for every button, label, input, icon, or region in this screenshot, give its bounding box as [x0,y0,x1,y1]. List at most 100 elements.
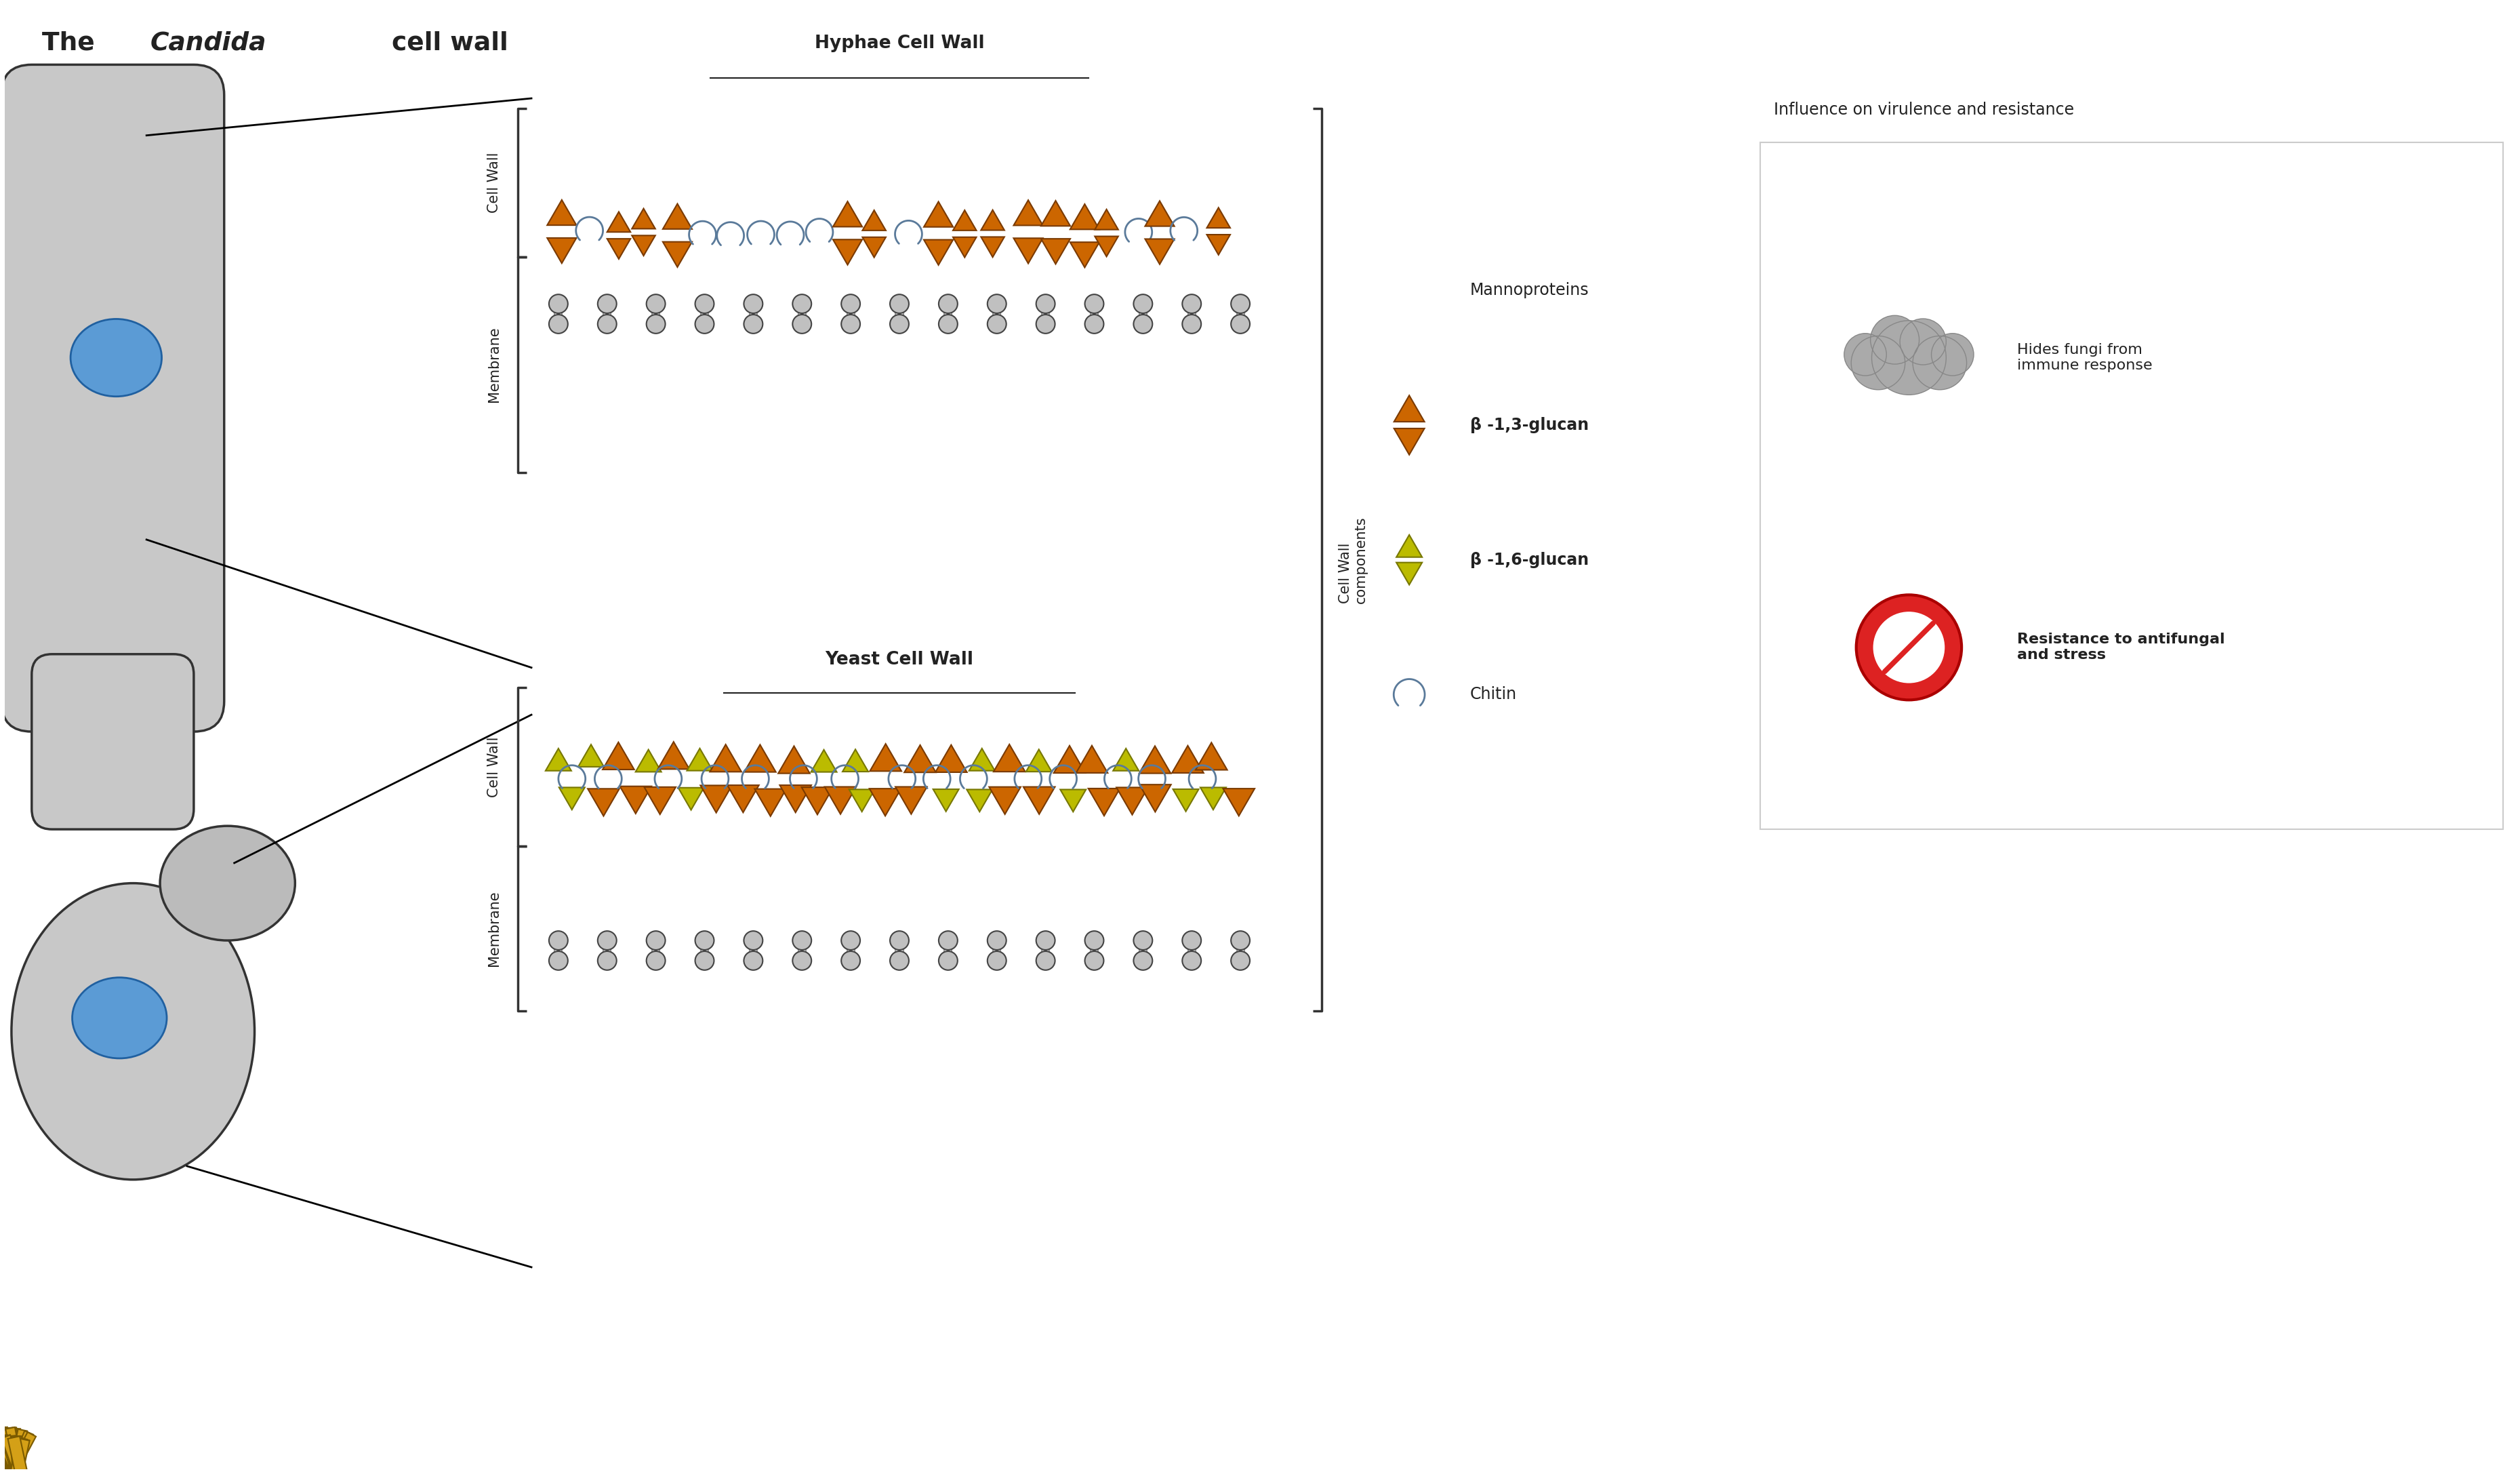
Circle shape [696,932,713,949]
Polygon shape [711,744,741,772]
Circle shape [988,314,1005,333]
Circle shape [648,295,665,314]
Circle shape [1036,295,1056,314]
Polygon shape [779,746,809,774]
Circle shape [842,314,859,333]
Circle shape [597,314,617,333]
Polygon shape [1194,743,1227,769]
Polygon shape [953,237,975,258]
Polygon shape [1013,239,1043,264]
Circle shape [791,295,811,314]
Text: Chitin: Chitin [1469,687,1517,703]
Bar [13,1436,23,1474]
Circle shape [890,932,910,949]
Polygon shape [980,209,1005,230]
Polygon shape [663,242,693,267]
Polygon shape [1023,787,1056,814]
Circle shape [937,314,958,333]
Bar [0,1436,20,1474]
Circle shape [648,932,665,949]
Circle shape [549,932,567,949]
Polygon shape [544,749,572,771]
Polygon shape [607,212,630,231]
Polygon shape [935,744,968,772]
Circle shape [1084,932,1104,949]
Polygon shape [1139,746,1172,774]
Bar [0,1431,33,1474]
Circle shape [1084,951,1104,970]
Polygon shape [970,749,995,771]
Ellipse shape [13,883,255,1179]
Circle shape [1182,951,1202,970]
Polygon shape [678,787,703,809]
Polygon shape [1053,746,1086,772]
Text: Candida: Candida [149,31,267,56]
Bar [5,1430,25,1474]
Polygon shape [1207,234,1230,255]
Polygon shape [801,787,834,815]
Circle shape [1930,333,1973,376]
Text: β -1,6-glucan: β -1,6-glucan [1469,551,1588,567]
Bar [0,1436,25,1474]
Polygon shape [862,237,887,258]
Polygon shape [1094,209,1119,230]
Polygon shape [925,202,953,227]
Text: The: The [43,31,103,56]
Bar [8,1428,23,1474]
Circle shape [1134,295,1152,314]
Polygon shape [1396,535,1421,557]
Polygon shape [547,237,577,264]
Polygon shape [1114,749,1139,771]
Ellipse shape [73,977,166,1058]
Polygon shape [862,211,887,230]
Circle shape [549,295,567,314]
Ellipse shape [159,825,295,940]
Text: Influence on virulence and resistance: Influence on virulence and resistance [1774,102,2074,118]
Polygon shape [602,743,635,769]
Circle shape [549,314,567,333]
Circle shape [1870,315,1920,364]
Circle shape [1230,295,1250,314]
Bar [0,1430,28,1474]
Polygon shape [633,236,655,255]
Bar [0,1427,20,1474]
Bar [10,1437,20,1474]
Text: Cell Wall: Cell Wall [486,152,501,212]
Polygon shape [990,787,1021,814]
Bar [0,1430,25,1474]
Circle shape [1036,951,1056,970]
Circle shape [743,295,764,314]
Bar [8,1436,28,1474]
Bar [8,1428,20,1474]
Circle shape [1857,595,1961,700]
Circle shape [842,951,859,970]
Circle shape [791,314,811,333]
Polygon shape [834,240,862,265]
Circle shape [937,951,958,970]
Circle shape [1852,336,1905,389]
Bar [0,1436,25,1474]
Bar [0,1436,25,1474]
Polygon shape [547,200,577,226]
Polygon shape [1013,200,1043,226]
Bar [10,1439,30,1474]
Bar [0,1431,30,1474]
Polygon shape [824,787,857,814]
Bar [5,1437,23,1474]
Polygon shape [925,240,953,265]
Bar [0,1436,20,1474]
Circle shape [597,951,617,970]
Circle shape [890,951,910,970]
Text: Cell Wall
components: Cell Wall components [1338,516,1368,603]
Bar [8,1430,28,1474]
Circle shape [1182,932,1202,949]
Circle shape [549,951,567,970]
Circle shape [696,951,713,970]
Bar [0,1436,20,1474]
Circle shape [791,932,811,949]
Circle shape [1900,318,1945,364]
Circle shape [696,314,713,333]
FancyBboxPatch shape [1761,142,2502,830]
Bar [3,1430,25,1474]
Polygon shape [1394,395,1424,422]
